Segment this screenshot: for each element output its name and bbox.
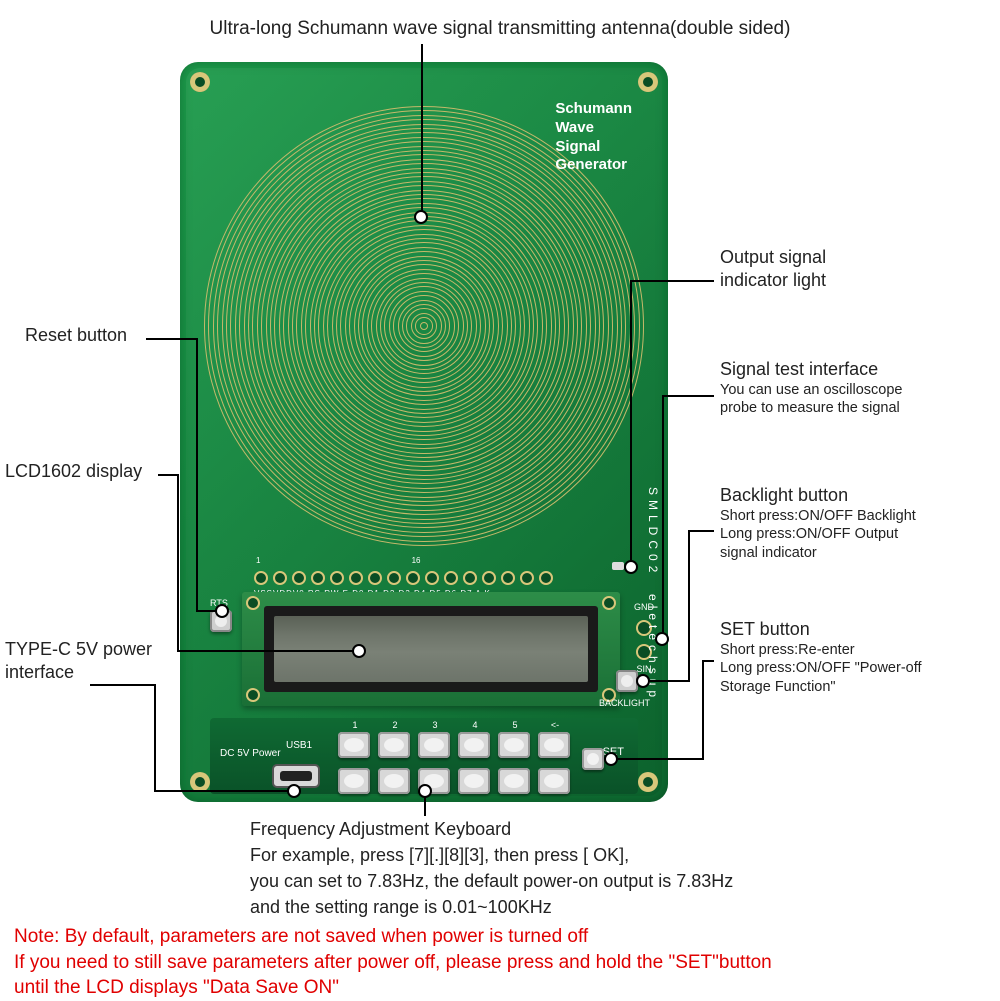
mount-hole — [190, 72, 210, 92]
dc5v-silk: DC 5V Power — [220, 748, 281, 759]
pin-end-numbers: 1 16 — [256, 556, 616, 565]
mount-hole — [638, 72, 658, 92]
callout-dot — [418, 784, 432, 798]
callout-dot — [414, 210, 428, 224]
pcb-text-line: Signal — [555, 138, 632, 157]
label-backlight: Backlight button Short press:ON/OFF Back… — [720, 484, 916, 563]
pcb-text-line: Generator — [555, 156, 632, 175]
callout-dot — [215, 604, 229, 618]
label-test-if: Signal test interface You can use an osc… — [720, 358, 902, 418]
brand-vertical: SMLDC02 eletechsup — [646, 487, 660, 702]
pcb-text-line: Schumann — [555, 100, 632, 119]
callout-dot — [287, 784, 301, 798]
label-set-title: SET button — [720, 618, 922, 641]
label-backlight-title: Backlight button — [720, 484, 916, 507]
lcd-bezel — [264, 606, 598, 692]
label-set-sub: Short press:Re-enter Long press:ON/OFF "… — [720, 641, 922, 698]
label-test-if-sub: You can use an oscilloscope probe to mea… — [720, 381, 902, 419]
label-test-if-title: Signal test interface — [720, 358, 902, 381]
backlight-smd-button — [616, 670, 638, 692]
lcd-module — [242, 592, 620, 706]
label-typec: TYPE-C 5V power interface — [5, 638, 152, 683]
usb1-silk: USB1 — [286, 740, 312, 751]
label-backlight-sub: Short press:ON/OFF Backlight Long press:… — [720, 507, 916, 564]
label-lcd: LCD1602 display — [5, 460, 142, 483]
lcd-pin-header — [254, 568, 614, 588]
note-text: Note: By default, parameters are not sav… — [14, 924, 772, 1001]
callout-dot — [655, 632, 669, 646]
callout-dot — [624, 560, 638, 574]
label-reset: Reset button — [25, 324, 127, 347]
pcb-product-name: Schumann Wave Signal Generator — [555, 100, 632, 175]
output-led — [612, 562, 624, 570]
label-output-led: Output signal indicator light — [720, 246, 826, 291]
backlight-silk: BACKLIGHT — [599, 698, 650, 708]
pcb-text-line: Wave — [555, 119, 632, 138]
label-set: SET button Short press:Re-enter Long pre… — [720, 618, 922, 697]
mount-hole — [190, 772, 210, 792]
title-antenna: Ultra-long Schumann wave signal transmit… — [0, 18, 1000, 40]
keypad-labels-top: 123 45<- — [338, 720, 572, 730]
keyboard-block: Frequency Adjustment Keyboard For exampl… — [250, 816, 733, 920]
frequency-keypad — [338, 732, 572, 798]
set-smd-button — [582, 748, 604, 770]
pcb-board: Schumann Wave Signal Generator 1 16 VSSV… — [180, 62, 668, 802]
callout-dot — [352, 644, 366, 658]
mount-hole — [638, 772, 658, 792]
callout-dot — [604, 752, 618, 766]
callout-dot — [636, 674, 650, 688]
lcd-screen — [274, 616, 588, 682]
